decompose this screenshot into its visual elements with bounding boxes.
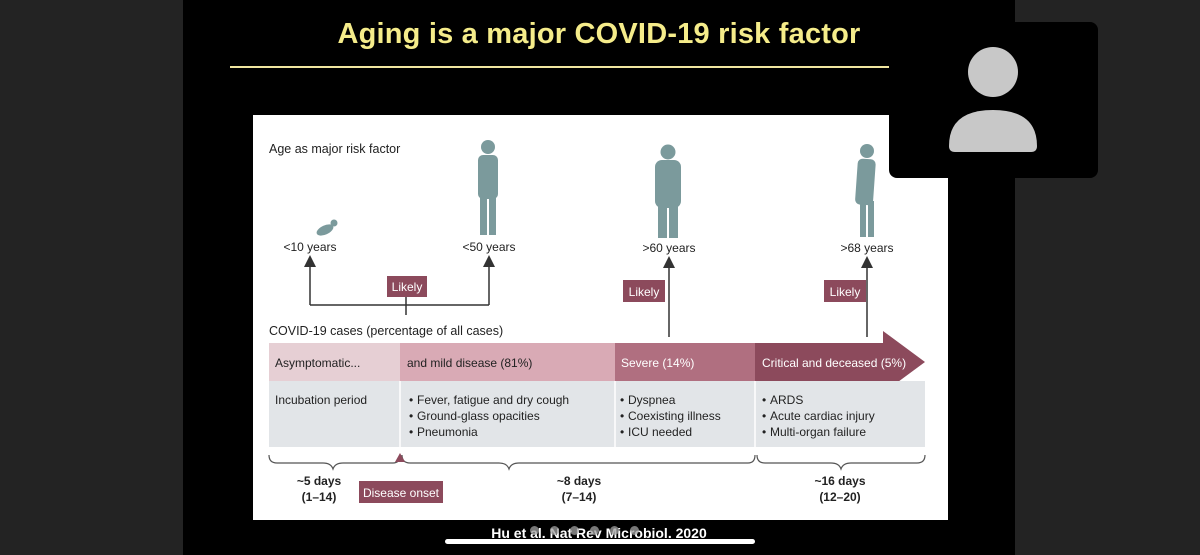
symptom-fever: Fever, fatigue and dry cough (417, 393, 569, 407)
age-label-over-68: >68 years (840, 241, 893, 255)
symptom-icu: ICU needed (628, 425, 692, 439)
older-adult-figure-icon (655, 144, 681, 238)
timeline-braces (268, 454, 926, 471)
stage-label-severe: Severe (14%) (621, 356, 694, 370)
likely-box-young: Likely (387, 276, 427, 297)
critical-symptom-list: • ARDS • Acute cardiac injury • Multi-or… (762, 393, 875, 439)
page-indicator[interactable] (530, 526, 639, 535)
likely-label-over-60: Likely (629, 285, 660, 299)
disease-onset-label: Disease onset (363, 486, 440, 500)
disease-onset-box: Disease onset (359, 481, 443, 503)
symptom-bullet: • (620, 425, 624, 439)
severe-symptom-list: • Dyspnea • Coexisting illness • ICU nee… (620, 393, 721, 439)
symptom-bullet: • (409, 393, 413, 407)
stage-asymptomatic (269, 343, 400, 381)
stage-label-critical: Critical and deceased (5%) (762, 356, 906, 370)
title-underline (230, 66, 890, 68)
symptom-bullet: • (620, 393, 624, 407)
symptom-bullet: • (762, 393, 766, 407)
disease-onset-marker (395, 453, 405, 462)
likely-label-over-68: Likely (830, 285, 861, 299)
detail-mild (400, 381, 615, 447)
risk-factor-diagram: Age as major risk factor (268, 140, 926, 504)
baby-figure-icon (316, 219, 338, 236)
detail-incubation (269, 381, 400, 447)
slide: Aging is a major COVID-19 risk factor Ag… (183, 0, 1015, 555)
duration-incubation: ~5 days (297, 474, 342, 488)
likely-box-over-68: Likely (824, 280, 866, 302)
symptom-bullet: • (409, 425, 413, 439)
age-label-under-10: <10 years (283, 240, 336, 254)
duration-mild-severe-range: (7–14) (562, 490, 597, 504)
age-label-over-60: >60 years (642, 241, 695, 255)
figure-heading: Age as major risk factor (269, 142, 400, 156)
symptom-bullet: • (762, 425, 766, 439)
incubation-label: Incubation period (275, 393, 367, 407)
symptom-coexisting: Coexisting illness (628, 409, 721, 423)
symptom-dyspnea: Dyspnea (628, 393, 676, 407)
detail-severe (615, 381, 755, 447)
symptom-multi-organ: Multi-organ failure (770, 425, 866, 439)
elderly-figure-icon (855, 144, 876, 237)
page-dot[interactable] (590, 526, 599, 535)
duration-critical: ~16 days (814, 474, 865, 488)
symptom-pneumonia: Pneumonia (417, 425, 478, 439)
age-label-under-50: <50 years (462, 240, 515, 254)
slide-citation: Hu et al. Nat Rev Microbiol. 2020 (491, 525, 707, 541)
symptom-bullet: • (409, 409, 413, 423)
symptom-bullet: • (762, 409, 766, 423)
symptom-ards: ARDS (770, 393, 803, 407)
symptom-cardiac: Acute cardiac injury (770, 409, 875, 423)
symptom-bullet: • (620, 409, 624, 423)
stage-mild (400, 343, 615, 381)
symptom-ground-glass: Ground-glass opacities (417, 409, 540, 423)
slide-title: Aging is a major COVID-19 risk factor (337, 18, 861, 50)
home-indicator-bar[interactable] (445, 539, 755, 544)
person-silhouette-icon (949, 47, 1037, 152)
mild-symptom-list: • Fever, fatigue and dry cough • Ground-… (409, 393, 569, 439)
duration-critical-range: (12–20) (819, 490, 860, 504)
likely-label-young: Likely (392, 280, 423, 294)
stage-critical-arrow (755, 331, 925, 393)
page-dot[interactable] (610, 526, 619, 535)
stage-severe (615, 343, 755, 381)
duration-incubation-range: (1–14) (302, 490, 337, 504)
adult-figure-icon (478, 140, 498, 235)
page-dot[interactable] (630, 526, 639, 535)
participant-video-tile[interactable] (889, 22, 1098, 178)
stage-label-asymptomatic: Asymptomatic... (275, 356, 360, 370)
figure-panel: Age as major risk factor (253, 115, 948, 520)
detail-critical (755, 381, 925, 447)
likely-bracket-young (304, 255, 495, 315)
page-dot[interactable] (550, 526, 559, 535)
likely-box-over-60: Likely (623, 280, 665, 302)
page-dot[interactable] (530, 526, 539, 535)
left-letterbox (0, 0, 183, 555)
page-dot[interactable] (570, 526, 579, 535)
cases-heading: COVID-19 cases (percentage of all cases) (269, 324, 503, 338)
stage-label-mild: and mild disease (81%) (407, 356, 532, 370)
duration-mild-severe: ~8 days (557, 474, 602, 488)
